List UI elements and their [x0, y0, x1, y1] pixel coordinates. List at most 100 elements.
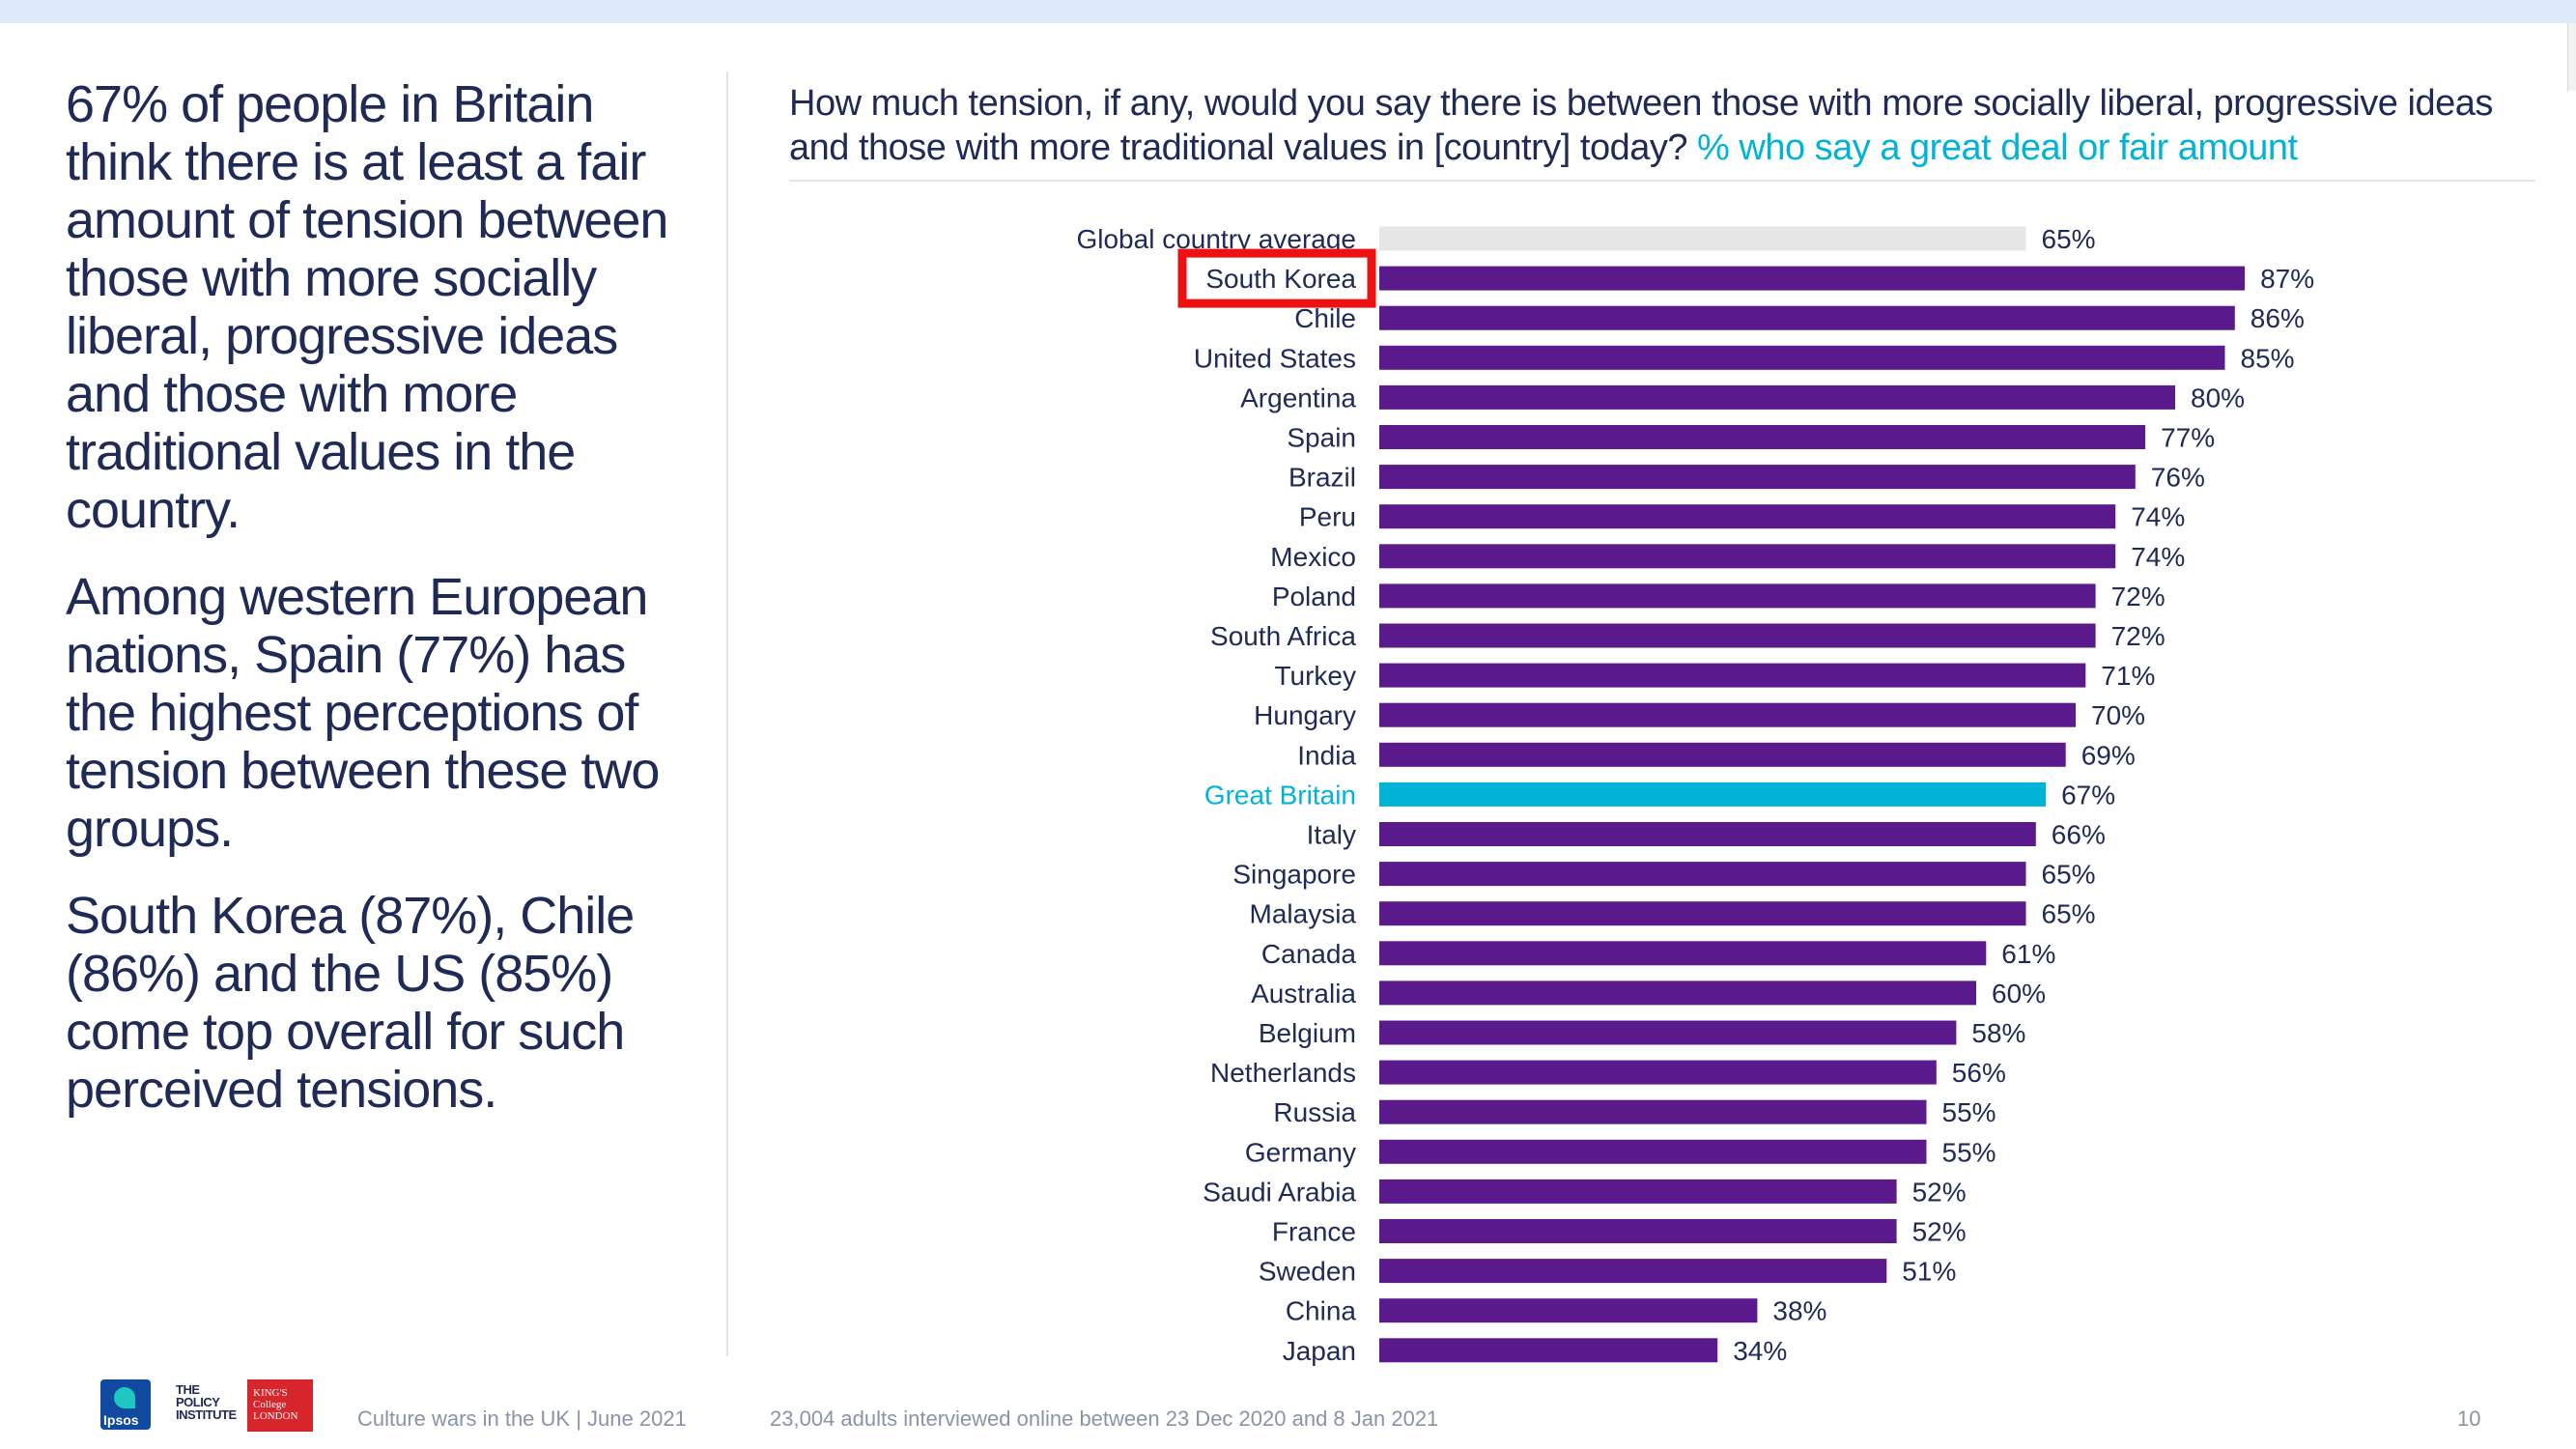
- bar-belgium: [1379, 1020, 1957, 1045]
- category-label-poland: Poland: [1272, 582, 1356, 611]
- value-label-poland: 72%: [2111, 582, 2166, 611]
- value-label-brazil: 76%: [2151, 463, 2205, 493]
- category-label-singapore: Singapore: [1232, 860, 1356, 890]
- value-label-south-africa: 72%: [2111, 621, 2166, 651]
- bar-chile: [1379, 305, 2235, 330]
- category-label-spain: Spain: [1287, 423, 1356, 453]
- category-label-saudi-arabia: Saudi Arabia: [1203, 1177, 1356, 1207]
- footer-report-title: Culture wars in the UK | June 2021: [357, 1406, 687, 1431]
- bar-turkey: [1379, 663, 2086, 688]
- category-label-india: India: [1297, 740, 1356, 770]
- vertical-divider: [726, 71, 728, 1356]
- value-label-russia: 55%: [1942, 1097, 1996, 1127]
- bar-sweden: [1379, 1259, 1887, 1284]
- category-label-australia: Australia: [1251, 979, 1356, 1009]
- header-divider: [789, 180, 2535, 182]
- value-label-mexico: 74%: [2131, 542, 2185, 572]
- bar-global-country-average: [1379, 226, 2026, 251]
- category-label-france: France: [1272, 1217, 1356, 1247]
- value-label-malaysia: 65%: [2042, 899, 2096, 929]
- category-label-mexico: Mexico: [1270, 542, 1356, 572]
- bar-brazil: [1379, 465, 2136, 490]
- value-label-singapore: 65%: [2042, 860, 2096, 890]
- bar-france: [1379, 1219, 1897, 1243]
- value-label-spain: 77%: [2161, 423, 2215, 453]
- kings-college-london-logo: KING'S College LONDON: [247, 1379, 313, 1432]
- value-label-japan: 34%: [1733, 1336, 1787, 1366]
- value-label-argentina: 80%: [2191, 383, 2245, 412]
- question-accent: % who say a great deal or fair amount: [1697, 128, 2298, 168]
- category-label-united-states: United States: [1194, 343, 1356, 373]
- category-label-netherlands: Netherlands: [1210, 1058, 1356, 1088]
- category-label-italy: Italy: [1307, 820, 1356, 850]
- chart-question: How much tension, if any, would you say …: [789, 81, 2528, 170]
- bar-mexico: [1379, 544, 2116, 569]
- summary-paragraph-1: 67% of people in Britain think there is …: [66, 75, 668, 539]
- ipsos-swoosh-icon: [114, 1387, 135, 1408]
- category-label-germany: Germany: [1245, 1137, 1356, 1167]
- bar-netherlands: [1379, 1060, 1937, 1085]
- value-label-italy: 66%: [2052, 820, 2106, 850]
- footer-source-note: 23,004 adults interviewed online between…: [770, 1406, 1439, 1431]
- category-label-peru: Peru: [1299, 502, 1356, 532]
- value-label-turkey: 71%: [2101, 661, 2155, 691]
- value-label-saudi-arabia: 52%: [1912, 1177, 1967, 1207]
- category-label-hungary: Hungary: [1254, 700, 1356, 730]
- value-label-chile: 86%: [2250, 303, 2305, 333]
- bar-united-states: [1379, 345, 2225, 370]
- bar-india: [1379, 742, 2066, 767]
- value-label-germany: 55%: [1942, 1137, 1996, 1167]
- bar-hungary: [1379, 702, 2076, 727]
- page-number: 10: [2457, 1406, 2481, 1431]
- value-label-canada: 61%: [2001, 939, 2055, 969]
- bar-spain: [1379, 425, 2146, 449]
- bar-poland: [1379, 583, 2096, 609]
- bar-south-africa: [1379, 623, 2096, 648]
- bar-argentina: [1379, 384, 2175, 410]
- value-label-netherlands: 56%: [1952, 1058, 2006, 1088]
- question-text: How much tension, if any, would you say …: [789, 83, 2493, 168]
- summary-text: 67% of people in Britain think there is …: [66, 75, 703, 1148]
- value-label-peru: 74%: [2131, 502, 2185, 532]
- bar-china: [1379, 1298, 1758, 1323]
- value-label-south-korea: 87%: [2260, 264, 2314, 294]
- bar-singapore: [1379, 862, 2026, 887]
- bar-malaysia: [1379, 901, 2026, 926]
- summary-paragraph-2: Among western European nations, Spain (7…: [66, 568, 660, 858]
- category-label-canada: Canada: [1261, 939, 1357, 969]
- slide-corner-marker: [2567, 23, 2576, 91]
- value-label-great-britain: 67%: [2061, 780, 2115, 810]
- policy-institute-logo: THE POLICY INSTITUTE: [176, 1382, 237, 1422]
- value-label-australia: 60%: [1992, 979, 2046, 1009]
- category-label-chile: Chile: [1294, 303, 1356, 333]
- value-label-china: 38%: [1772, 1296, 1826, 1326]
- category-label-great-britain: Great Britain: [1204, 780, 1356, 810]
- category-label-china: China: [1286, 1296, 1357, 1326]
- bar-italy: [1379, 822, 2036, 846]
- category-label-russia: Russia: [1273, 1097, 1356, 1127]
- value-label-hungary: 70%: [2091, 700, 2145, 730]
- category-label-sweden: Sweden: [1259, 1257, 1356, 1287]
- highlight-box-south-korea: [1177, 248, 1376, 308]
- value-label-france: 52%: [1912, 1217, 1967, 1247]
- bar-saudi-arabia: [1379, 1179, 1897, 1204]
- top-band: [0, 0, 2576, 23]
- category-label-south-africa: South Africa: [1210, 621, 1356, 651]
- category-label-belgium: Belgium: [1259, 1018, 1356, 1048]
- value-label-belgium: 58%: [1971, 1018, 2025, 1048]
- bar-australia: [1379, 980, 1976, 1006]
- bar-south-korea: [1379, 266, 2246, 291]
- bar-canada: [1379, 941, 1987, 966]
- bar-great-britain: [1379, 781, 2047, 807]
- bar-russia: [1379, 1099, 1927, 1124]
- value-label-india: 69%: [2081, 740, 2136, 770]
- value-label-sweden: 51%: [1902, 1257, 1956, 1287]
- value-label-global-country-average: 65%: [2042, 224, 2096, 254]
- category-label-argentina: Argentina: [1240, 383, 1356, 412]
- category-label-brazil: Brazil: [1288, 463, 1356, 493]
- category-label-malaysia: Malaysia: [1250, 899, 1357, 929]
- value-label-united-states: 85%: [2241, 343, 2295, 373]
- kings-logo-text: KING'S College LONDON: [253, 1387, 298, 1422]
- bar-japan: [1379, 1338, 1718, 1363]
